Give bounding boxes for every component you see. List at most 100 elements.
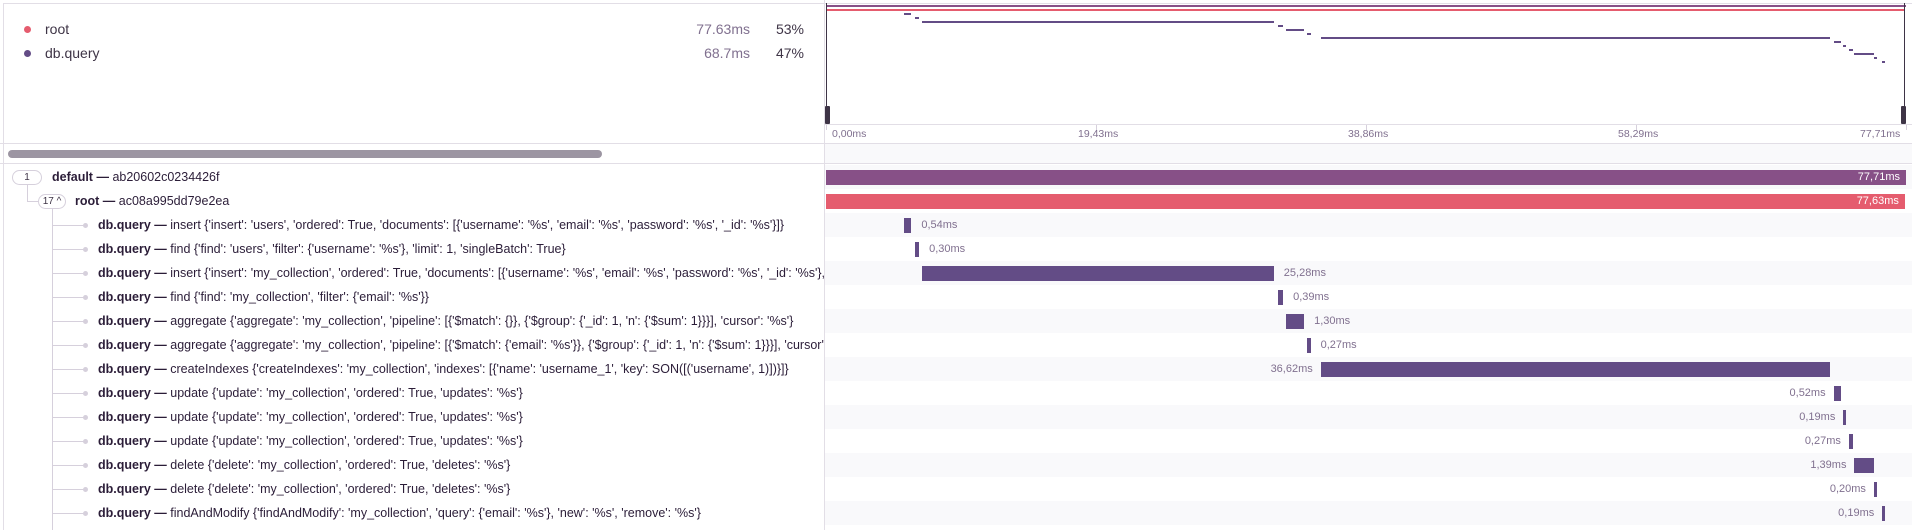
- span-label[interactable]: db.query — find {'find': 'my_collection'…: [98, 285, 824, 309]
- span-bar[interactable]: [1843, 410, 1847, 425]
- span-op: db.query: [98, 458, 151, 472]
- span-row[interactable]: db.query — createIndexes {'createIndexes…: [0, 357, 1912, 381]
- span-bar[interactable]: [1306, 338, 1311, 353]
- span-row[interactable]: db.query — aggregate {'aggregate': 'my_c…: [0, 309, 1912, 333]
- span-row[interactable]: db.query — find {'find': 'users', 'filte…: [0, 237, 1912, 261]
- span-description: delete {'delete': 'my_collection', 'orde…: [170, 458, 511, 472]
- span-label[interactable]: db.query — createIndexes {'createIndexes…: [98, 357, 824, 381]
- span-label[interactable]: root — ac08a995dd79e2ea: [75, 189, 824, 213]
- span-label[interactable]: db.query — insert {'insert': 'users', 'o…: [98, 213, 824, 237]
- minimap-left-handle[interactable]: [826, 3, 827, 124]
- span-duration-label: 77,63ms: [1856, 195, 1899, 207]
- minimap-span: [903, 13, 912, 15]
- span-row[interactable]: db.query — update {'update': 'my_collect…: [0, 381, 1912, 405]
- tree-connector: [52, 513, 85, 514]
- span-duration-label: 0,19ms: [1799, 411, 1836, 423]
- span-op: default: [52, 170, 93, 184]
- tree-connector: [52, 441, 85, 442]
- span-bar[interactable]: [1286, 314, 1305, 329]
- span-label[interactable]: db.query — update {'update': 'my_collect…: [98, 381, 824, 405]
- legend-percent: 47%: [775, 45, 804, 61]
- minimap-right-handle-grip[interactable]: [1901, 106, 1906, 124]
- span-duration-label: 0,27ms: [1804, 435, 1841, 447]
- span-label[interactable]: db.query — update {'update': 'my_collect…: [98, 429, 824, 453]
- minimap-span: [914, 17, 920, 19]
- span-label[interactable]: db.query — update {'update': 'my_collect…: [98, 405, 824, 429]
- span-bar[interactable]: [1882, 506, 1886, 521]
- span-label[interactable]: db.query — aggregate {'aggregate': 'my_c…: [98, 309, 824, 333]
- span-row[interactable]: 17 ^ root — ac08a995dd79e2ea 77,63ms: [0, 189, 1912, 213]
- span-description: update {'update': 'my_collection', 'orde…: [170, 386, 523, 400]
- span-description: find {'find': 'users', 'filter': {'usern…: [170, 242, 566, 256]
- axis-tick: [1096, 124, 1097, 130]
- operation-legend: root 77.63ms 53% db.query 68.7ms 47%: [0, 0, 824, 144]
- horizontal-scrollbar[interactable]: [8, 150, 602, 158]
- minimap-span: [826, 5, 1906, 7]
- span-bar[interactable]: [914, 242, 920, 257]
- legend-item-db-query[interactable]: db.query 68.7ms 47%: [24, 43, 804, 63]
- span-bar[interactable]: [1320, 362, 1830, 377]
- span-bar[interactable]: [826, 170, 1906, 185]
- legend-name: root: [45, 21, 70, 37]
- span-op: db.query: [98, 482, 151, 496]
- tree-connector: [52, 393, 85, 394]
- span-op: db.query: [98, 386, 151, 400]
- node-dot-icon: [83, 343, 88, 348]
- minimap[interactable]: [825, 0, 1912, 144]
- minimap-left-handle-grip[interactable]: [825, 106, 830, 124]
- panel-divider[interactable]: [824, 0, 825, 530]
- tree-guide-line: [27, 185, 28, 202]
- span-row[interactable]: db.query — insert {'insert': 'my_collect…: [0, 261, 1912, 285]
- span-label[interactable]: db.query — aggregate {'aggregate': 'my_c…: [98, 333, 824, 357]
- axis-tick-label: 58,29ms: [1618, 128, 1659, 140]
- node-dot-icon: [83, 487, 88, 492]
- tree-connector: [52, 465, 85, 466]
- minimap-span: [1848, 49, 1853, 51]
- span-bar[interactable]: [1833, 386, 1841, 401]
- span-label[interactable]: db.query — delete {'delete': 'my_collect…: [98, 453, 824, 477]
- span-row[interactable]: 1 default — ab20602c0234426f 77,71ms: [0, 165, 1912, 189]
- tree-connector: [52, 321, 85, 322]
- span-row[interactable]: db.query — update {'update': 'my_collect…: [0, 429, 1912, 453]
- tree-connector: [52, 249, 85, 250]
- span-row[interactable]: db.query — findAndModify {'findAndModify…: [0, 501, 1912, 525]
- span-label[interactable]: db.query — find {'find': 'users', 'filte…: [98, 237, 824, 261]
- axis-tick: [1636, 124, 1637, 130]
- legend-item-root[interactable]: root 77.63ms 53%: [24, 19, 804, 39]
- span-label[interactable]: db.query — insert {'insert': 'my_collect…: [98, 261, 824, 285]
- node-dot-icon: [83, 223, 88, 228]
- minimap-span: [1882, 61, 1885, 63]
- span-label[interactable]: db.query — findAndModify {'findAndModify…: [98, 501, 824, 525]
- node-dot-icon: [83, 271, 88, 276]
- span-duration-label: 0,27ms: [1320, 339, 1357, 351]
- span-bar[interactable]: [903, 218, 912, 233]
- children-count-badge[interactable]: 1: [12, 170, 42, 185]
- span-description: aggregate {'aggregate': 'my_collection',…: [170, 338, 824, 352]
- minimap-span: [1843, 45, 1846, 47]
- span-label[interactable]: default — ab20602c0234426f: [52, 165, 824, 189]
- node-dot-icon: [83, 391, 88, 396]
- collapse-toggle[interactable]: 17 ^: [38, 194, 66, 209]
- span-duration-label: 25,28ms: [1283, 267, 1326, 279]
- axis-tick-label: 77,71ms: [1860, 128, 1901, 140]
- span-separator: —: [150, 410, 171, 424]
- span-bar[interactable]: [1854, 458, 1874, 473]
- span-row[interactable]: db.query — insert {'insert': 'users', 'o…: [0, 213, 1912, 237]
- span-row[interactable]: db.query — update {'update': 'my_collect…: [0, 405, 1912, 429]
- span-row[interactable]: db.query — find {'find': 'my_collection'…: [0, 285, 1912, 309]
- span-separator: —: [150, 338, 171, 352]
- span-bar[interactable]: [1848, 434, 1853, 449]
- span-separator: —: [150, 266, 171, 280]
- minimap-right-handle[interactable]: [1904, 3, 1905, 124]
- span-row[interactable]: db.query — delete {'delete': 'my_collect…: [0, 477, 1912, 501]
- span-bar[interactable]: [1277, 290, 1284, 305]
- legend-name: db.query: [45, 45, 100, 61]
- span-description: findAndModify {'findAndModify': 'my_coll…: [170, 506, 701, 520]
- span-bar[interactable]: [1873, 482, 1877, 497]
- minimap-span: [1873, 57, 1877, 59]
- span-row[interactable]: db.query — delete {'delete': 'my_collect…: [0, 453, 1912, 477]
- span-label[interactable]: db.query — delete {'delete': 'my_collect…: [98, 477, 824, 501]
- span-bar[interactable]: [826, 194, 1905, 209]
- span-row[interactable]: db.query — aggregate {'aggregate': 'my_c…: [0, 333, 1912, 357]
- span-bar[interactable]: [922, 266, 1274, 281]
